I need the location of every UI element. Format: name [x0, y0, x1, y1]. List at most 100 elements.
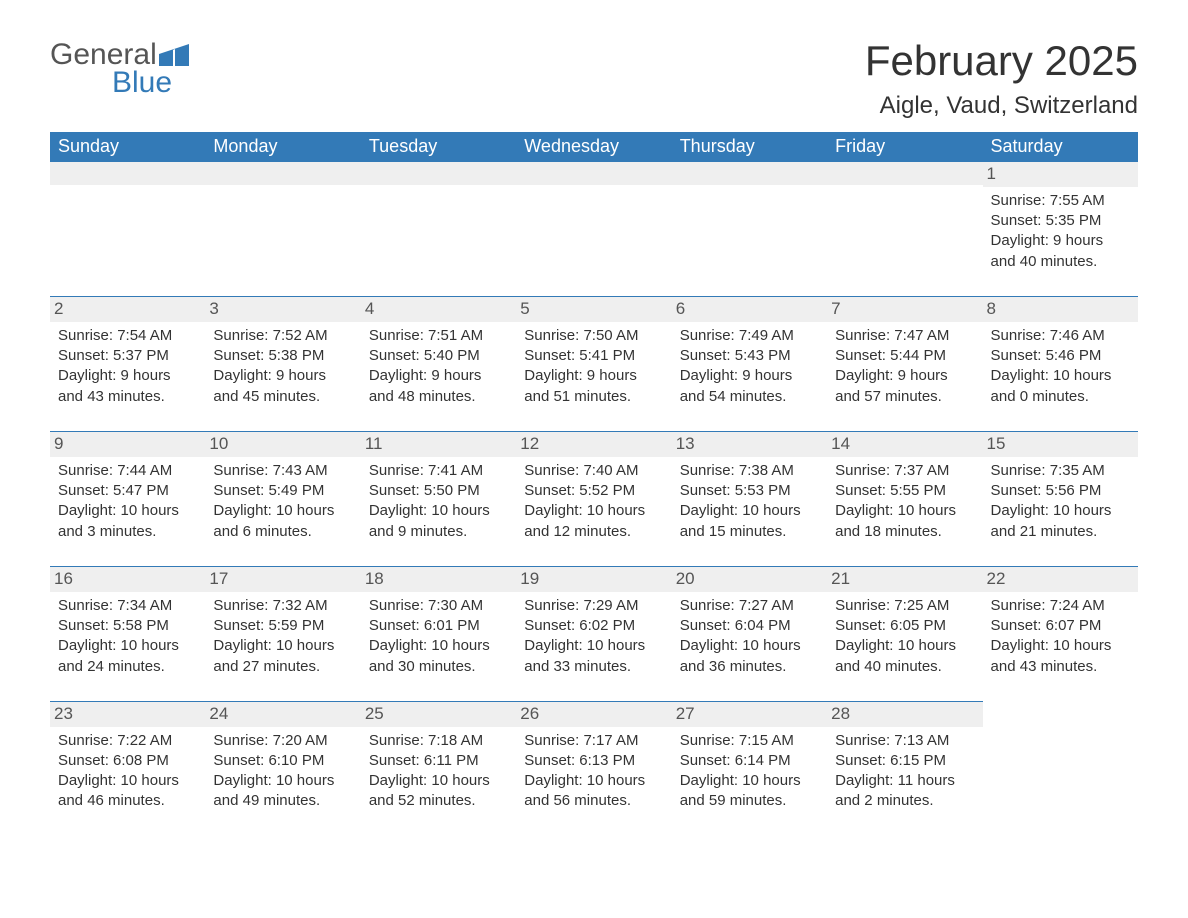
- sunset-text: Sunset: 6:02 PM: [524, 616, 665, 636]
- sunrise-text: Sunrise: 7:32 AM: [213, 596, 354, 616]
- calendar-cell: 28Sunrise: 7:13 AMSunset: 6:15 PMDayligh…: [827, 701, 982, 836]
- empty-day-head: [827, 161, 982, 185]
- calendar-row: 16Sunrise: 7:34 AMSunset: 5:58 PMDayligh…: [50, 566, 1138, 701]
- day-body: Sunrise: 7:51 AMSunset: 5:40 PMDaylight:…: [367, 326, 510, 407]
- day-body: Sunrise: 7:40 AMSunset: 5:52 PMDaylight:…: [522, 461, 665, 542]
- sunrise-text: Sunrise: 7:51 AM: [369, 326, 510, 346]
- calendar-cell: 11Sunrise: 7:41 AMSunset: 5:50 PMDayligh…: [361, 431, 516, 566]
- sunset-text: Sunset: 5:38 PM: [213, 346, 354, 366]
- day-number: 20: [672, 566, 827, 592]
- daylight-text: Daylight: 9 hours and 40 minutes.: [991, 231, 1132, 272]
- calendar-cell: 22Sunrise: 7:24 AMSunset: 6:07 PMDayligh…: [983, 566, 1138, 701]
- day-body: Sunrise: 7:44 AMSunset: 5:47 PMDaylight:…: [56, 461, 199, 542]
- daylight-text: Daylight: 10 hours and 9 minutes.: [369, 501, 510, 542]
- calendar-cell: [672, 161, 827, 296]
- empty-day-head: [516, 161, 671, 185]
- sunrise-text: Sunrise: 7:17 AM: [524, 731, 665, 751]
- day-body: Sunrise: 7:46 AMSunset: 5:46 PMDaylight:…: [989, 326, 1132, 407]
- weekday-header: Monday: [205, 132, 360, 161]
- day-body: Sunrise: 7:20 AMSunset: 6:10 PMDaylight:…: [211, 731, 354, 812]
- day-body: Sunrise: 7:49 AMSunset: 5:43 PMDaylight:…: [678, 326, 821, 407]
- daylight-text: Daylight: 10 hours and 36 minutes.: [680, 636, 821, 677]
- sunset-text: Sunset: 5:46 PM: [991, 346, 1132, 366]
- sunset-text: Sunset: 6:10 PM: [213, 751, 354, 771]
- day-body: Sunrise: 7:29 AMSunset: 6:02 PMDaylight:…: [522, 596, 665, 677]
- daylight-text: Daylight: 9 hours and 45 minutes.: [213, 366, 354, 407]
- sunrise-text: Sunrise: 7:34 AM: [58, 596, 199, 616]
- month-title: February 2025: [865, 40, 1138, 82]
- daylight-text: Daylight: 9 hours and 48 minutes.: [369, 366, 510, 407]
- sunrise-text: Sunrise: 7:30 AM: [369, 596, 510, 616]
- day-body: Sunrise: 7:55 AMSunset: 5:35 PMDaylight:…: [989, 191, 1132, 272]
- weekday-header-row: SundayMondayTuesdayWednesdayThursdayFrid…: [50, 132, 1138, 161]
- day-body: Sunrise: 7:37 AMSunset: 5:55 PMDaylight:…: [833, 461, 976, 542]
- sunrise-text: Sunrise: 7:15 AM: [680, 731, 821, 751]
- sunset-text: Sunset: 5:37 PM: [58, 346, 199, 366]
- weekday-header: Friday: [827, 132, 982, 161]
- sunset-text: Sunset: 5:59 PM: [213, 616, 354, 636]
- sunset-text: Sunset: 5:49 PM: [213, 481, 354, 501]
- day-number: 3: [205, 296, 360, 322]
- sunrise-text: Sunrise: 7:50 AM: [524, 326, 665, 346]
- calendar-cell: 20Sunrise: 7:27 AMSunset: 6:04 PMDayligh…: [672, 566, 827, 701]
- day-number: 24: [205, 701, 360, 727]
- daylight-text: Daylight: 9 hours and 51 minutes.: [524, 366, 665, 407]
- empty-day-head: [361, 161, 516, 185]
- calendar-cell: 12Sunrise: 7:40 AMSunset: 5:52 PMDayligh…: [516, 431, 671, 566]
- sunrise-text: Sunrise: 7:46 AM: [991, 326, 1132, 346]
- calendar-cell: [205, 161, 360, 296]
- day-number: 6: [672, 296, 827, 322]
- daylight-text: Daylight: 10 hours and 52 minutes.: [369, 771, 510, 812]
- calendar-cell: 15 Sunrise: 7:35 AMSunset: 5:56 PMDayligh…: [983, 431, 1138, 566]
- day-body: Sunrise: 7:15 AMSunset: 6:14 PMDaylight:…: [678, 731, 821, 812]
- sunset-text: Sunset: 6:05 PM: [835, 616, 976, 636]
- day-body: Sunrise: 7:35 AMSunset: 5:56 PMDaylight:…: [989, 461, 1132, 542]
- sunrise-text: Sunrise: 7:27 AM: [680, 596, 821, 616]
- day-number: 10: [205, 431, 360, 457]
- calendar-cell: 2Sunrise: 7:54 AMSunset: 5:37 PMDaylight…: [50, 296, 205, 431]
- calendar-cell: 9Sunrise: 7:44 AMSunset: 5:47 PMDaylight…: [50, 431, 205, 566]
- daylight-text: Daylight: 10 hours and 12 minutes.: [524, 501, 665, 542]
- daylight-text: Daylight: 9 hours and 54 minutes.: [680, 366, 821, 407]
- daylight-text: Daylight: 10 hours and 18 minutes.: [835, 501, 976, 542]
- day-number: 2: [50, 296, 205, 322]
- day-number: 8: [983, 296, 1138, 322]
- sunrise-text: Sunrise: 7:20 AM: [213, 731, 354, 751]
- sunset-text: Sunset: 5:43 PM: [680, 346, 821, 366]
- daylight-text: Daylight: 10 hours and 56 minutes.: [524, 771, 665, 812]
- day-body: Sunrise: 7:18 AMSunset: 6:11 PMDaylight:…: [367, 731, 510, 812]
- sunrise-text: Sunrise: 7:55 AM: [991, 191, 1132, 211]
- daylight-text: Daylight: 9 hours and 57 minutes.: [835, 366, 976, 407]
- sunset-text: Sunset: 5:41 PM: [524, 346, 665, 366]
- calendar-cell: 24 Sunrise: 7:20 AMSunset: 6:10 PMDayligh…: [205, 701, 360, 836]
- calendar-cell: 19Sunrise: 7:29 AMSunset: 6:02 PMDayligh…: [516, 566, 671, 701]
- calendar-cell: 13Sunrise: 7:38 AMSunset: 5:53 PMDayligh…: [672, 431, 827, 566]
- sunrise-text: Sunrise: 7:52 AM: [213, 326, 354, 346]
- daylight-text: Daylight: 10 hours and 43 minutes.: [991, 636, 1132, 677]
- day-body: Sunrise: 7:30 AMSunset: 6:01 PMDaylight:…: [367, 596, 510, 677]
- daylight-text: Daylight: 10 hours and 40 minutes.: [835, 636, 976, 677]
- day-number: 27: [672, 701, 827, 727]
- flag-icon: [159, 44, 189, 66]
- day-number: 18: [361, 566, 516, 592]
- sunrise-text: Sunrise: 7:40 AM: [524, 461, 665, 481]
- sunrise-text: Sunrise: 7:41 AM: [369, 461, 510, 481]
- day-number: 15: [983, 431, 1138, 457]
- sunset-text: Sunset: 6:08 PM: [58, 751, 199, 771]
- sunrise-text: Sunrise: 7:18 AM: [369, 731, 510, 751]
- calendar-cell: 27 Sunrise: 7:15 AMSunset: 6:14 PMDayligh…: [672, 701, 827, 836]
- calendar-row: 23Sunrise: 7:22 AMSunset: 6:08 PMDayligh…: [50, 701, 1138, 836]
- daylight-text: Daylight: 10 hours and 33 minutes.: [524, 636, 665, 677]
- day-body: Sunrise: 7:17 AMSunset: 6:13 PMDaylight:…: [522, 731, 665, 812]
- sunrise-text: Sunrise: 7:47 AM: [835, 326, 976, 346]
- day-number: 25: [361, 701, 516, 727]
- calendar-body: 1Sunrise: 7:55 AMSunset: 5:35 PMDaylight…: [50, 161, 1138, 836]
- day-number: 4: [361, 296, 516, 322]
- sunrise-text: Sunrise: 7:25 AM: [835, 596, 976, 616]
- day-number: 28: [827, 701, 982, 727]
- day-body: Sunrise: 7:38 AMSunset: 5:53 PMDaylight:…: [678, 461, 821, 542]
- day-number: 26: [516, 701, 671, 727]
- sunset-text: Sunset: 6:13 PM: [524, 751, 665, 771]
- daylight-text: Daylight: 10 hours and 49 minutes.: [213, 771, 354, 812]
- weekday-header: Thursday: [672, 132, 827, 161]
